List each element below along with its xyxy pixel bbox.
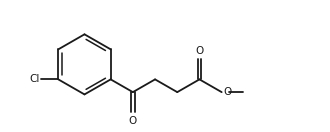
- Text: O: O: [224, 87, 232, 97]
- Text: Cl: Cl: [29, 74, 40, 84]
- Text: O: O: [129, 116, 137, 126]
- Text: O: O: [195, 46, 204, 56]
